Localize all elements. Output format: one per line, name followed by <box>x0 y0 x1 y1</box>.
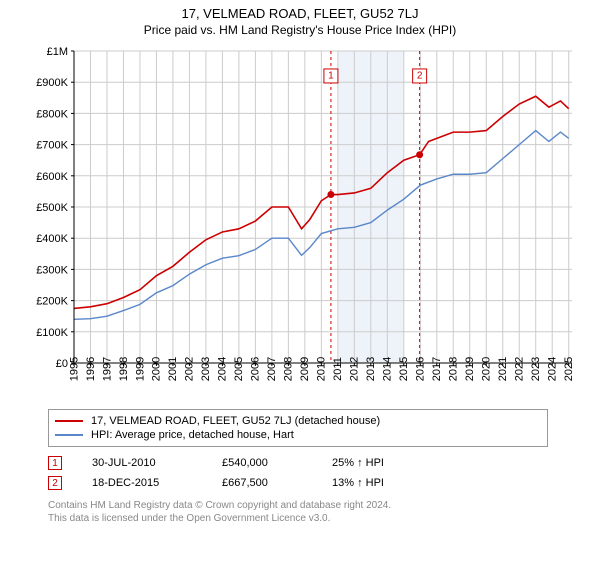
legend-swatch <box>55 434 83 436</box>
svg-text:£400K: £400K <box>36 233 68 245</box>
svg-text:1996: 1996 <box>85 357 97 381</box>
svg-text:2002: 2002 <box>184 357 196 381</box>
svg-text:£700K: £700K <box>36 140 68 152</box>
svg-text:£200K: £200K <box>36 296 68 308</box>
sale-price: £540,000 <box>222 457 332 469</box>
chart-container: 17, VELMEAD ROAD, FLEET, GU52 7LJ Price … <box>0 6 600 566</box>
svg-text:£100K: £100K <box>36 327 68 339</box>
svg-text:1997: 1997 <box>101 357 113 381</box>
footer-line-2: This data is licensed under the Open Gov… <box>48 512 600 525</box>
chart-subtitle: Price paid vs. HM Land Registry's House … <box>0 23 600 37</box>
svg-text:2005: 2005 <box>233 357 245 381</box>
sale-price: £667,500 <box>222 477 332 489</box>
sale-date: 30-JUL-2010 <box>92 457 222 469</box>
footer-line-1: Contains HM Land Registry data © Crown c… <box>48 499 600 512</box>
sale-marker: 1 <box>48 456 62 470</box>
sale-row: 2 18-DEC-2015£667,50013% ↑ HPI <box>48 473 548 493</box>
legend-label: 17, VELMEAD ROAD, FLEET, GU52 7LJ (detac… <box>91 415 380 427</box>
chart-plot-area: £0 £100K £200K £300K £400K £500K £600K £700K £80… <box>20 43 580 403</box>
svg-text:2021: 2021 <box>497 357 509 381</box>
svg-text:2019: 2019 <box>464 357 476 381</box>
legend-item: 17, VELMEAD ROAD, FLEET, GU52 7LJ (detac… <box>55 414 541 428</box>
svg-text:2012: 2012 <box>349 357 361 381</box>
svg-text:2004: 2004 <box>217 357 229 381</box>
svg-text:£900K: £900K <box>36 77 68 89</box>
legend-label: HPI: Average price, detached house, Hart <box>91 429 294 441</box>
sale-row: 1 30-JUL-2010£540,00025% ↑ HPI <box>48 453 548 473</box>
svg-text:£600K: £600K <box>36 171 68 183</box>
svg-text:2020: 2020 <box>481 357 493 381</box>
svg-text:2009: 2009 <box>299 357 311 381</box>
svg-text:2001: 2001 <box>167 357 179 381</box>
chart-title: 17, VELMEAD ROAD, FLEET, GU52 7LJ <box>0 6 600 21</box>
svg-text:2013: 2013 <box>365 357 377 381</box>
svg-text:2000: 2000 <box>151 357 163 381</box>
sale-marker: 2 <box>48 476 62 490</box>
svg-text:2003: 2003 <box>200 357 212 381</box>
svg-text:2022: 2022 <box>514 357 526 381</box>
svg-text:2025: 2025 <box>563 357 575 381</box>
svg-text:1: 1 <box>328 71 334 82</box>
svg-text:2011: 2011 <box>332 357 344 381</box>
svg-text:£500K: £500K <box>36 202 68 214</box>
svg-text:2023: 2023 <box>530 357 542 381</box>
svg-text:£800K: £800K <box>36 108 68 120</box>
svg-text:2016: 2016 <box>415 357 427 381</box>
chart-svg: £0 £100K £200K £300K £400K £500K £600K £700K £80… <box>20 43 580 403</box>
svg-text:1995: 1995 <box>68 357 80 381</box>
svg-text:2008: 2008 <box>283 357 295 381</box>
svg-text:2018: 2018 <box>448 357 460 381</box>
footer-text: Contains HM Land Registry data © Crown c… <box>48 499 600 525</box>
sale-diff: 13% ↑ HPI <box>332 477 442 489</box>
svg-text:£1M: £1M <box>47 46 68 58</box>
svg-text:1998: 1998 <box>118 357 130 381</box>
svg-text:1999: 1999 <box>134 357 146 381</box>
legend-item: HPI: Average price, detached house, Hart <box>55 428 541 442</box>
svg-text:£0: £0 <box>56 358 68 370</box>
sale-diff: 25% ↑ HPI <box>332 457 442 469</box>
svg-text:2010: 2010 <box>316 357 328 381</box>
svg-text:2006: 2006 <box>250 357 262 381</box>
svg-text:2: 2 <box>417 71 423 82</box>
sale-date: 18-DEC-2015 <box>92 477 222 489</box>
svg-text:2015: 2015 <box>398 357 410 381</box>
svg-text:2017: 2017 <box>431 357 443 381</box>
svg-text:2007: 2007 <box>266 357 278 381</box>
svg-text:£300K: £300K <box>36 264 68 276</box>
legend-swatch <box>55 420 83 422</box>
svg-text:2014: 2014 <box>382 357 394 381</box>
legend-box: 17, VELMEAD ROAD, FLEET, GU52 7LJ (detac… <box>48 409 548 447</box>
sales-table: 1 30-JUL-2010£540,00025% ↑ HPI 2 18-DEC-201… <box>48 453 548 493</box>
svg-text:2024: 2024 <box>547 357 559 381</box>
